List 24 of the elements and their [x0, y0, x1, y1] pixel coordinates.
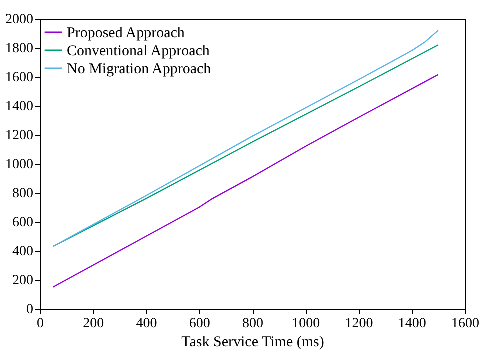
- x-tick-label: 1600: [452, 316, 480, 332]
- x-tick-label: 1400: [398, 316, 426, 332]
- y-tick-label: 600: [12, 216, 34, 230]
- y-tick-label: 1200: [6, 128, 34, 144]
- x-tick-label: 600: [189, 316, 210, 332]
- x-tick-label: 200: [83, 316, 104, 332]
- x-tick-label: 0: [37, 316, 44, 332]
- y-tick-label: 1800: [6, 42, 34, 56]
- y-tick-label: 1600: [6, 70, 34, 86]
- legend-label: No Migration Approach: [67, 62, 212, 78]
- y-tick-label: 400: [12, 244, 34, 260]
- y-tick-label: 0: [26, 302, 34, 318]
- y-tick-label: 1000: [6, 158, 34, 172]
- y-tick-label: 1400: [6, 100, 34, 114]
- x-tick-label: 400: [136, 316, 158, 332]
- x-tick-label: 800: [242, 316, 264, 332]
- y-tick-label: 800: [12, 186, 34, 202]
- x-axis-title: Task Service Time (ms): [182, 334, 324, 350]
- legend-label: Proposed Approach: [67, 26, 186, 42]
- y-tick-label: 200: [12, 274, 34, 288]
- x-tick-label: 1200: [345, 316, 374, 332]
- x-tick-label: 1000: [292, 316, 320, 332]
- y-tick-label: 2000: [6, 12, 34, 28]
- legend-label: Conventional Approach: [67, 44, 210, 60]
